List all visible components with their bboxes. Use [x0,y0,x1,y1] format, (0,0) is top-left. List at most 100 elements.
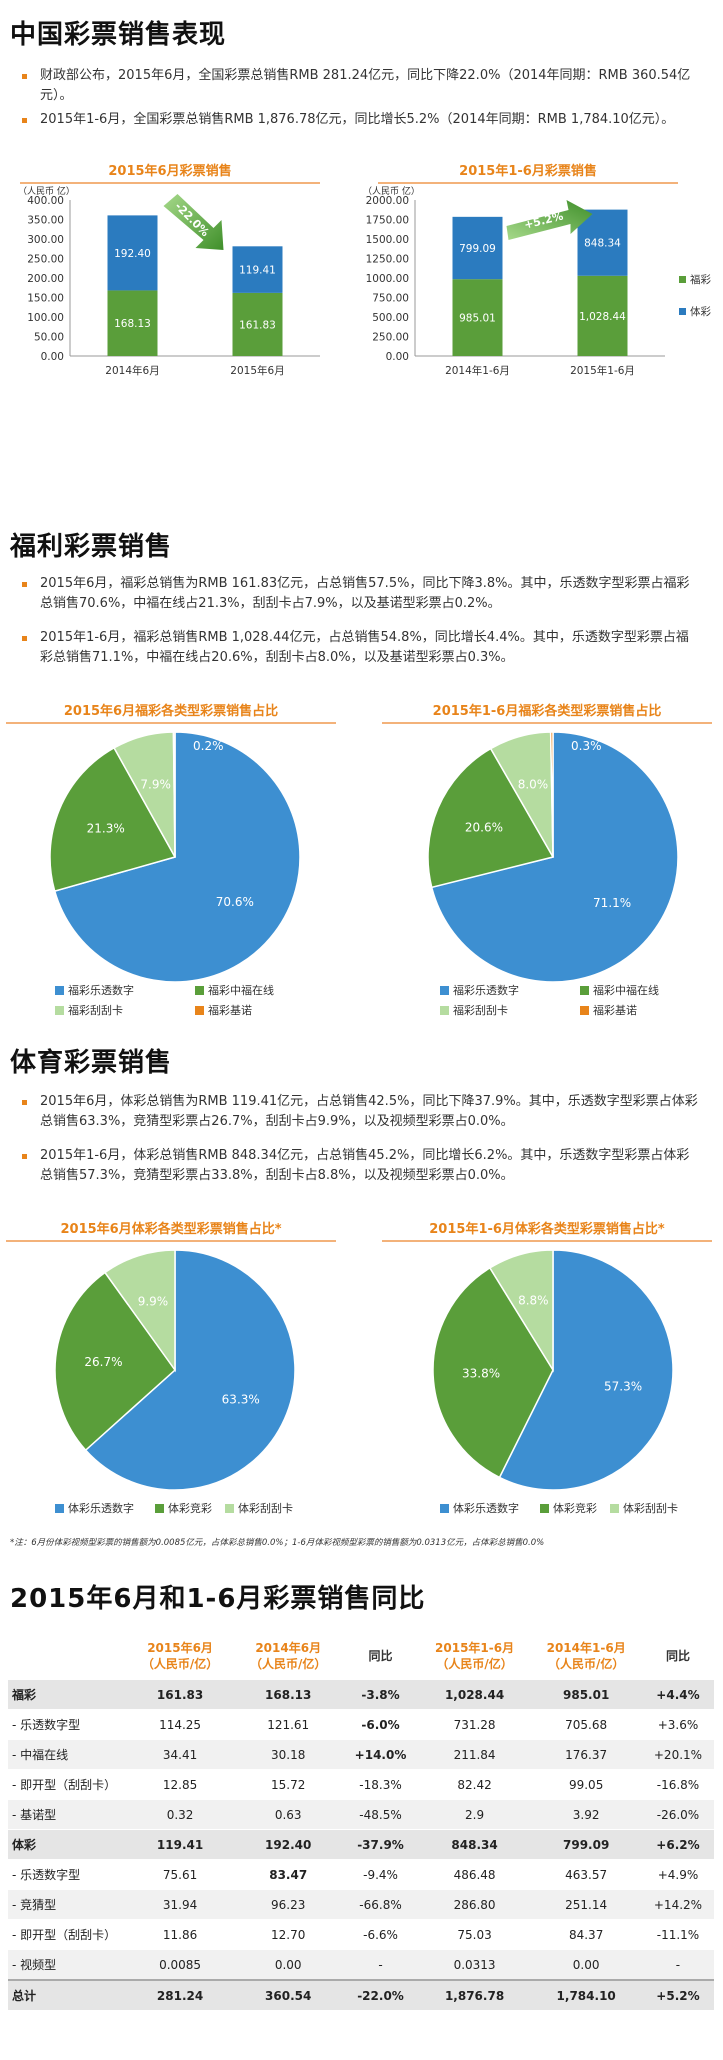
table-row: - 即开型（刮刮卡） 12.85 15.72 -18.3% 82.42 99.05 -16.… [8,1770,714,1800]
table-cell: 11.86 [162,1927,198,1942]
bar-welfare [577,275,628,356]
bullet: 财政部公布，2015年6月，全国彩票总销售RMB 281.24亿元，同比下降22… [20,66,700,106]
legend-sports-june: 体彩乐透数字 体彩竞彩 体彩刮刮卡 [55,1500,335,1516]
table-row: - 乐透数字型 114.25 121.61 -6.0% 731.28 705.68 +3.6… [8,1710,714,1740]
bullet-icon [22,1100,27,1105]
table-cell: 75.61 [162,1867,198,1882]
chart-title-h1-sales: 2015年1-6月彩票销售 [378,160,678,184]
welfare-bullets: 2015年6月，福彩总销售为RMB 161.83亿元，占总销售57.5%，同比下… [20,574,700,682]
table-cell: +6.2% [641,1829,714,1860]
pie-label: 26.7% [84,1355,122,1369]
pie-label: 71.1% [593,896,631,910]
table-cell: 286.80 [418,1889,531,1920]
table-row: 体彩 119.41 192.40 -37.9% 848.34 799.09 +6.2% [8,1829,714,1860]
table-header-cell: 2015年1-6月 （人民币/亿） [435,1641,515,1671]
legend-item: 福彩刮刮卡 [440,1002,580,1018]
bar-sports [577,209,628,276]
y-tick-label: 300.00 [27,234,64,246]
legend-swatch [679,308,686,315]
y-tick-label: 150.00 [27,293,64,305]
pie-slice [84,1249,296,1491]
row-label: - 即开型（刮刮卡） [12,1778,117,1792]
pie-slice [54,1271,177,1452]
legend-label: 体彩 [690,306,711,318]
bar-sports [452,216,503,280]
pie-label: 57.3% [604,1379,642,1393]
table-cell: +5.2% [641,1979,714,2011]
row-label: 体彩 [8,1829,126,1860]
bar-chart-h1: （人民币 亿） 0.00 250.00 500.00 750.00 1000.00 1250… [363,186,711,377]
table-cell: 176.37 [530,1739,642,1770]
table-cell: 99.05 [568,1777,604,1792]
table-cell: -9.4% [363,1867,398,1882]
legend-item: 福彩中福在线 [195,982,315,998]
table-cell: 114.25 [159,1717,202,1732]
table-cell: 985.01 [530,1680,642,1710]
section-title-overview: 中国彩票销售表现 [10,20,227,50]
legend-item: 福彩基诺 [580,1002,700,1018]
table-cell: -3.8% [342,1680,419,1710]
table-cell: 83.47 [269,1867,308,1882]
row-label: - 乐透数字型 [12,1868,81,1882]
table-cell: 15.72 [271,1777,306,1792]
row-label: 福彩 [8,1680,126,1710]
table-cell: 0.32 [126,1799,235,1830]
x-tick-label: 2014年6月 [105,364,159,377]
pie-slice [427,747,555,889]
y-tick-label: 1500.00 [366,234,409,246]
row-label: - 竞猜型 [8,1889,126,1920]
table-cell: -48.5% [342,1799,419,1830]
chart-title-sports-june: 2015年6月体彩各类型彩票销售占比* [6,1218,336,1242]
legend-item: 福彩乐透数字 [55,982,195,998]
pie-slice [172,731,176,858]
pie-slice [103,1249,176,1373]
legend-swatch [679,276,686,283]
y-tick-label: 0.00 [386,351,409,363]
legend-item: 体彩乐透数字 [440,1500,540,1516]
bullet: 2015年6月，体彩总销售为RMB 119.41亿元，占总销售42.5%，同比下… [20,1092,700,1132]
change-arrow-icon [506,200,593,240]
table-cell: 30.18 [234,1739,343,1770]
data-label-sports: 848.34 [584,238,621,250]
table-cell: 1,784.10 [530,1979,642,2011]
table-cell: 0.00 [530,1949,642,1980]
legend-sports-h1: 体彩乐透数字 体彩竞彩 体彩刮刮卡 [440,1500,720,1516]
bar-sports [107,215,158,291]
table-cell: 211.84 [418,1739,531,1770]
table-cell: 251.14 [530,1889,642,1920]
pie-chart-welfare-june: 70.6% 21.3% 7.9% 0.2% [49,731,301,983]
y-tick-label: 200.00 [27,273,64,285]
row-label: - 乐透数字型 [12,1718,81,1732]
pie-label: 8.8% [518,1294,549,1308]
bullet: 2015年1-6月，体彩总销售RMB 848.34亿元，占总销售45.2%，同比… [20,1146,700,1186]
table-cell: 0.00 [234,1949,343,1980]
pie-slice [53,731,301,983]
sports-bullets: 2015年6月，体彩总销售为RMB 119.41亿元，占总销售42.5%，同比下… [20,1092,700,1200]
table-cell: 486.48 [453,1867,496,1882]
table-cell: 360.54 [234,1979,343,2011]
bullet-icon [22,118,27,123]
pie-chart-sports-june: 63.3% 26.7% 9.9% [54,1249,296,1491]
table-row: - 中福在线 34.41 30.18 +14.0% 211.84 176.37 +20.1% [8,1739,714,1770]
bar-welfare [107,290,158,356]
table-cell: 731.28 [453,1717,496,1732]
table-cell: 121.61 [267,1717,310,1732]
data-label-welfare: 161.83 [239,319,276,331]
table-cell: -37.9% [342,1829,419,1860]
pie-label: 9.9% [138,1294,169,1308]
bullet-icon [22,74,27,79]
table-cell: - [342,1949,419,1980]
row-label: - 基诺型 [8,1799,126,1830]
bullet-icon [22,582,27,587]
data-label-welfare: 985.01 [459,313,496,325]
bar-chart-june: （人民币 亿） 0.00 50.00 100.00 150.00 200.00 250.00… [18,186,320,377]
legend-item: 福彩中福在线 [580,982,700,998]
table-cell: 168.13 [234,1680,343,1710]
table-cell: -66.8% [342,1889,419,1920]
y-tick-label: 1750.00 [366,215,409,227]
y-tick-label: 500.00 [372,312,409,324]
data-label-welfare: 1,028.44 [579,311,626,323]
table-cell: -6.0% [361,1717,400,1732]
y-tick-label: 1250.00 [366,254,409,266]
table-cell: 119.41 [126,1829,235,1860]
